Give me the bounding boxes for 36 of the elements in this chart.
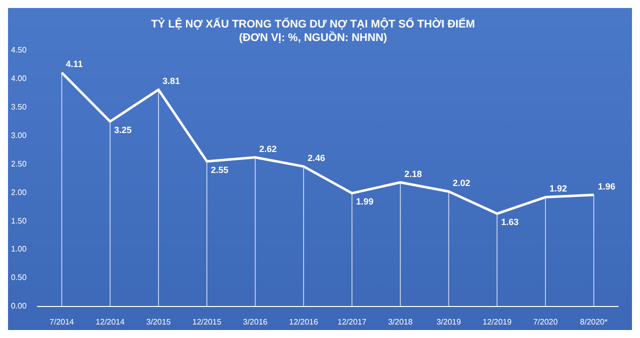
data-label: 1.96 (598, 181, 616, 192)
data-label: 3.81 (162, 76, 180, 86)
x-tick-label: 12/2019 (482, 317, 512, 326)
x-tick-label: 12/2014 (96, 317, 126, 326)
y-tick-label: 2.50 (10, 159, 28, 168)
data-label: 2.18 (404, 168, 422, 179)
x-tick-label: 12/2016 (289, 317, 319, 326)
x-tick-label: 3/2015 (146, 317, 172, 326)
data-label: 2.46 (308, 152, 326, 163)
data-label: 1.63 (501, 217, 519, 228)
chart-subtitle: (ĐƠN VỊ: %, NGUỒN: NHNN) (238, 30, 388, 44)
x-tick-label: 3/2016 (242, 317, 268, 326)
y-tick-label: 1.50 (10, 216, 28, 226)
data-label: 1.92 (549, 184, 567, 194)
data-label: 2.55 (210, 164, 228, 175)
x-tick-label: 8/2020* (580, 317, 608, 326)
chart-title: TỶ LỆ NỢ XẤU TRONG TỔNG DƯ NỢ TẠI MỘT SỐ THỜI ĐIỂM (151, 18, 475, 31)
x-tick-label: 12/2015 (192, 317, 222, 326)
data-label: 3.25 (114, 124, 132, 135)
x-tick-label: 7/2014 (50, 317, 75, 326)
x-tick-label: 7/2020 (533, 317, 558, 326)
data-label: 2.02 (452, 178, 470, 188)
y-tick-label: 0.00 (10, 302, 28, 311)
y-tick-label: 2.00 (10, 188, 28, 197)
y-tick-label: 4.00 (10, 74, 28, 84)
data-label: 4.11 (66, 59, 83, 70)
y-tick-label: 1.00 (10, 244, 28, 254)
y-tick-label: 0.50 (10, 273, 28, 282)
y-tick-label: 3.00 (10, 130, 28, 140)
y-tick-label: 4.50 (10, 46, 28, 55)
x-tick-label: 12/2017 (338, 317, 367, 326)
x-tick-label: 3/2018 (388, 317, 414, 326)
x-tick-label: 3/2019 (436, 317, 462, 326)
data-label: 1.99 (356, 196, 374, 207)
y-tick-label: 3.50 (10, 102, 28, 112)
data-label: 2.62 (259, 144, 277, 154)
